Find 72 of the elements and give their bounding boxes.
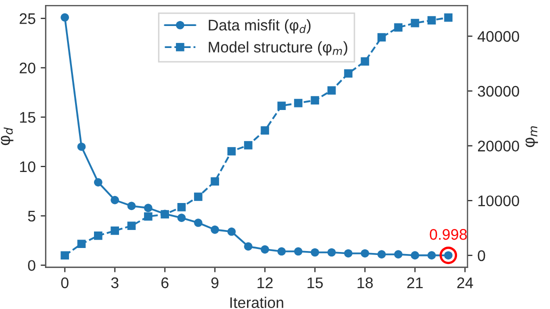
point [360,57,370,66]
point [194,218,202,227]
legend-label: Data misfit (φ$_{d}$) [208,19,310,34]
annotation: 0.998 [430,229,467,240]
y2-tick-label: 0 [478,250,486,262]
point [410,251,420,260]
x-tick-label: 18 [358,277,373,288]
point [110,196,120,204]
point [294,98,302,108]
point [344,249,352,258]
x-tick-label: 21 [407,277,423,288]
point [427,251,436,260]
point [127,222,136,230]
y2-tick-label: 40000 [478,31,520,42]
y2-tick-label: 20000 [478,140,520,152]
point [194,192,202,201]
y-tick-label: 10 [20,161,36,172]
point [394,250,402,259]
point [327,86,336,95]
y-tick-label: 25 [20,13,36,24]
point [227,147,236,156]
point [60,251,69,260]
point [110,226,120,235]
point [277,102,286,110]
point [277,247,286,256]
point [210,177,220,186]
point [444,13,452,22]
point [60,13,69,22]
x-tick-label: 3 [111,277,118,288]
y2-tick-label: 10000 [478,195,520,206]
y2-tick-label: 30000 [478,86,520,97]
x-tick-label: 6 [161,277,168,288]
point [294,247,302,256]
point [210,226,220,234]
x-tick-label: 0 [61,277,68,288]
point [327,248,336,257]
point [260,245,270,254]
legend-label: Model structure (φ$_{m}$) [208,41,348,56]
point [244,242,252,251]
y-tick-label: 20 [20,62,36,74]
x-tick-label: 24 [457,277,474,288]
x-tick-label: 12 [258,277,273,288]
point [77,240,86,248]
x-tick-label: 9 [211,277,218,288]
point [177,203,186,212]
point [94,231,102,240]
point [344,69,352,78]
point [227,227,236,236]
point [410,18,420,28]
point [244,141,252,150]
point [144,204,152,212]
y2-axis-title: φ$_{m}$ [526,126,538,148]
point [377,33,386,42]
point [260,126,270,135]
y-tick-label: 15 [20,112,36,123]
x-axis-title: Iteration [230,296,284,308]
y-axis-title: φ$_{d}$ [0,127,14,146]
y-tick-label: 0 [28,260,36,271]
point [360,249,370,258]
point [310,96,320,104]
y-tick-label: 5 [28,210,36,222]
point [94,178,102,186]
point [377,250,386,259]
point [127,202,136,210]
point [427,16,436,24]
point [310,248,320,257]
point [77,142,86,151]
point [177,214,186,222]
point [144,212,152,221]
point [160,210,170,218]
x-tick-label: 15 [308,278,323,288]
point [394,23,402,32]
